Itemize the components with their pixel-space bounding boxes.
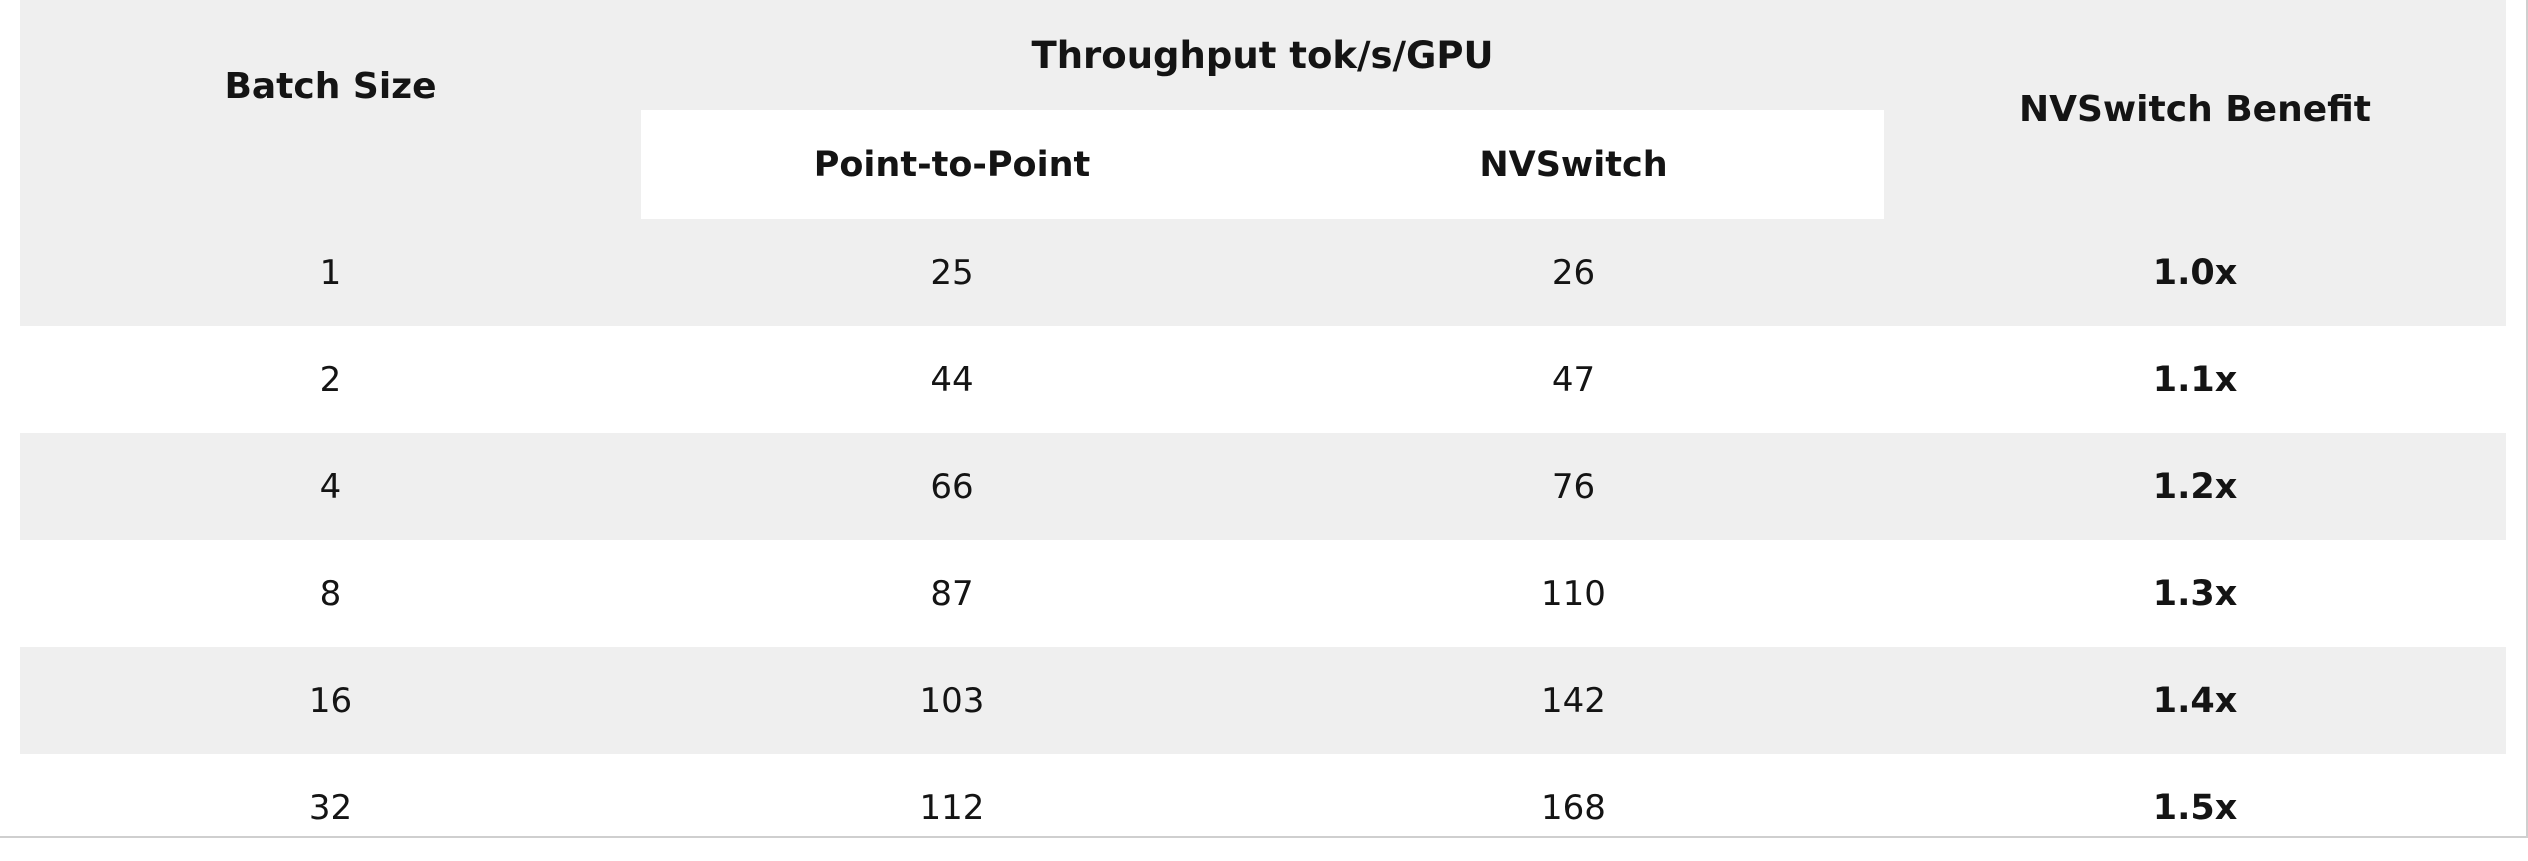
- cell-batch-size: 2: [319, 359, 342, 400]
- table-row: 32 112 168 1.5x: [20, 754, 2506, 861]
- cell-batch-size: 16: [20, 647, 641, 754]
- header-row-top: Batch Size Throughput tok/s/GPU NVSwitch…: [20, 0, 2507, 219]
- cell-point-to-point: 103: [641, 647, 1263, 754]
- cell-batch-size: 4: [20, 433, 641, 540]
- cell-nvswitch: 168: [1541, 787, 1606, 828]
- table-row: 4 66 76 1.2x: [20, 433, 2507, 540]
- table-row: 1 25 26 1.0x: [20, 219, 2507, 326]
- cell-nvswitch: 142: [1263, 647, 1885, 754]
- header-nvswitch-benefit: NVSwitch Benefit: [1884, 0, 2507, 219]
- cell-point-to-point: 87: [930, 573, 974, 614]
- table-row: 8 87 110 1.3x: [20, 540, 2506, 647]
- cell-nvswitch: 76: [1263, 433, 1885, 540]
- cell-benefit: 1.4x: [1884, 647, 2507, 754]
- cell-nvswitch: 26: [1263, 219, 1885, 326]
- table-row: 16 103 142 1.4x: [20, 647, 2507, 754]
- cell-nvswitch: 110: [1541, 573, 1606, 614]
- cell-nvswitch: 47: [1551, 359, 1596, 400]
- header-nvswitch: NVSwitch: [1263, 110, 1885, 219]
- throughput-table: Batch Size Throughput tok/s/GPU NVSwitch…: [20, 0, 2507, 861]
- cell-batch-size: 8: [319, 573, 342, 614]
- cell-benefit: 1.1x: [2152, 359, 2238, 400]
- page-frame: Batch Size Throughput tok/s/GPU NVSwitch…: [0, 0, 2528, 838]
- header-batch-size: Batch Size: [20, 0, 641, 219]
- header-throughput-group: Throughput tok/s/GPU: [641, 0, 1885, 110]
- header-batch-size-label: Batch Size: [224, 65, 437, 107]
- cell-batch-size: 1: [20, 219, 641, 326]
- header-point-to-point: Point-to-Point: [641, 110, 1263, 219]
- cell-point-to-point: 66: [641, 433, 1263, 540]
- cell-benefit: 1.5x: [2152, 787, 2238, 828]
- cell-benefit: 1.3x: [2152, 573, 2238, 614]
- cell-point-to-point: 25: [641, 219, 1263, 326]
- cell-benefit: 1.0x: [1884, 219, 2507, 326]
- table-row: 2 44 47 1.1x: [20, 326, 2506, 433]
- header-row-sub: Point-to-Point NVSwitch: [20, 110, 2506, 219]
- cell-point-to-point: 44: [930, 359, 974, 400]
- cell-batch-size: 32: [308, 787, 353, 828]
- cell-benefit: 1.2x: [1884, 433, 2507, 540]
- cell-point-to-point: 112: [919, 787, 985, 828]
